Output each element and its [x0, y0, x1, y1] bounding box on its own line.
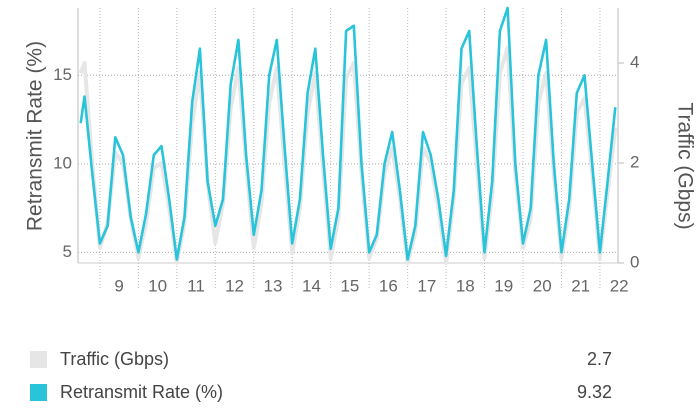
x-tick-label: 16 [379, 276, 398, 295]
x-tick-label: 18 [456, 276, 475, 295]
y2-tick-label: 4 [630, 52, 639, 71]
y-tick-label: 10 [53, 153, 72, 172]
x-tick-label: 12 [225, 276, 244, 295]
y2-tick-label: 0 [630, 252, 639, 271]
x-tick-label: 13 [264, 276, 283, 295]
legend-label: Traffic (Gbps) [60, 349, 169, 369]
legend-value: 2.7 [587, 349, 612, 369]
y-tick-label: 15 [53, 65, 72, 84]
x-tick-label: 17 [417, 276, 436, 295]
legend-value: 9.32 [577, 382, 612, 402]
legend-label: Retransmit Rate (%) [60, 382, 223, 402]
x-tick-label: 14 [302, 276, 321, 295]
line-series [78, 46, 618, 265]
x-tick-label: 20 [533, 276, 552, 295]
x-tick-label: 9 [114, 276, 123, 295]
y-tick-label: 5 [63, 242, 72, 261]
x-tick-label: 19 [494, 276, 513, 295]
y2-axis-title: Traffic (Gbps) [673, 102, 696, 229]
y2-tick-label: 2 [630, 152, 639, 171]
x-tick-label: 21 [571, 276, 590, 295]
line-series [79, 6, 617, 261]
legend-swatch [30, 351, 47, 368]
x-tick-label: 22 [610, 276, 629, 295]
x-tick-label: 15 [340, 276, 359, 295]
legend-swatch [30, 384, 47, 401]
x-tick-label: 10 [148, 276, 167, 295]
x-tick-label: 11 [187, 276, 205, 295]
y-axis-title: Retransmit Rate (%) [24, 41, 47, 231]
